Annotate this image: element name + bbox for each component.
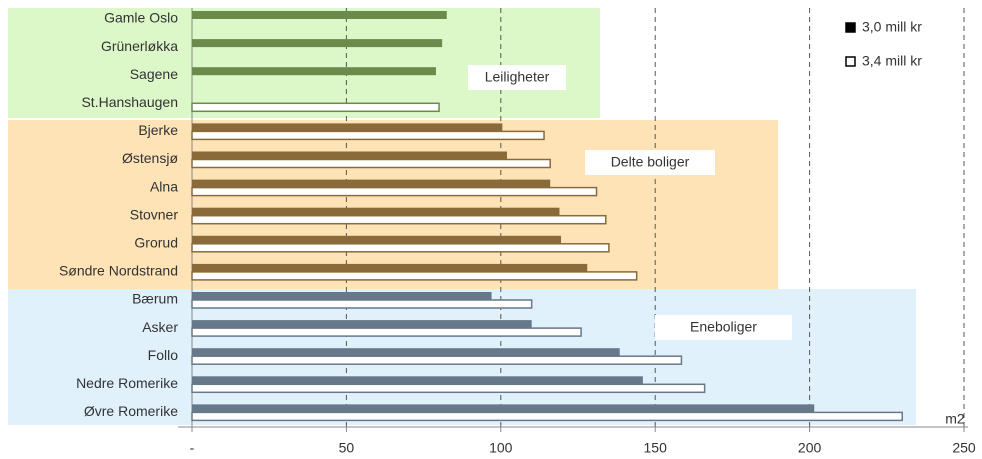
x-tick-label: 200 bbox=[798, 440, 822, 456]
x-tick-label: 150 bbox=[644, 440, 668, 456]
bar bbox=[192, 263, 588, 272]
bar bbox=[191, 383, 706, 394]
category-label: St.Hanshaugen bbox=[81, 94, 178, 110]
bar bbox=[192, 348, 620, 357]
bar bbox=[191, 327, 582, 337]
category-label: Grünerløkka bbox=[101, 38, 178, 54]
x-tick-label: 100 bbox=[489, 440, 513, 456]
category-label: Stovner bbox=[130, 206, 179, 222]
group-label-box bbox=[655, 315, 792, 340]
bar bbox=[191, 130, 545, 141]
category-label: Øvre Romerike bbox=[84, 403, 178, 419]
bar bbox=[192, 376, 643, 385]
bar bbox=[191, 214, 607, 225]
group-label: Eneboliger bbox=[690, 319, 757, 335]
group-label-box bbox=[585, 150, 715, 175]
x-tick-label: - bbox=[190, 440, 195, 456]
group-label: Delte boliger bbox=[611, 154, 690, 170]
group-label-box bbox=[468, 65, 566, 90]
bar bbox=[192, 404, 815, 413]
bar bbox=[192, 179, 551, 188]
bar bbox=[191, 355, 683, 365]
bar bbox=[192, 67, 436, 76]
bar bbox=[191, 271, 638, 281]
bar bbox=[192, 235, 562, 244]
legend-label: 3,0 mill kr bbox=[862, 19, 922, 35]
bar bbox=[192, 11, 447, 19]
category-label: Bjerke bbox=[138, 122, 178, 138]
legend-swatch bbox=[845, 56, 856, 67]
category-label: Østensjø bbox=[122, 150, 178, 166]
bar bbox=[192, 151, 507, 160]
x-tick-label: 50 bbox=[339, 440, 355, 456]
bar bbox=[191, 411, 903, 422]
bar bbox=[192, 207, 560, 216]
category-label: Nedre Romerike bbox=[76, 375, 178, 391]
bar bbox=[192, 39, 443, 48]
category-label: Grorud bbox=[134, 235, 178, 251]
bar bbox=[191, 299, 533, 309]
category-label: Gamle Oslo bbox=[104, 10, 178, 26]
bar bbox=[191, 186, 598, 197]
category-label: Alna bbox=[150, 178, 178, 194]
bar bbox=[192, 320, 532, 329]
bar bbox=[191, 158, 551, 169]
category-label: Sagene bbox=[130, 66, 178, 82]
category-label: Søndre Nordstrand bbox=[59, 263, 178, 279]
group-label: Leiligheter bbox=[485, 69, 550, 85]
bar bbox=[192, 123, 503, 132]
category-label: Bærum bbox=[132, 291, 178, 307]
category-label: Follo bbox=[148, 347, 179, 363]
bar bbox=[191, 243, 610, 253]
group-background bbox=[8, 8, 600, 118]
bar bbox=[192, 292, 492, 300]
bar bbox=[191, 102, 440, 113]
category-label: Asker bbox=[142, 319, 178, 335]
group-background bbox=[8, 120, 778, 289]
x-axis-label: m2 bbox=[945, 411, 965, 427]
legend-label: 3,4 mill kr bbox=[862, 53, 922, 69]
x-tick-label: 250 bbox=[952, 440, 976, 456]
legend-swatch bbox=[845, 22, 856, 33]
